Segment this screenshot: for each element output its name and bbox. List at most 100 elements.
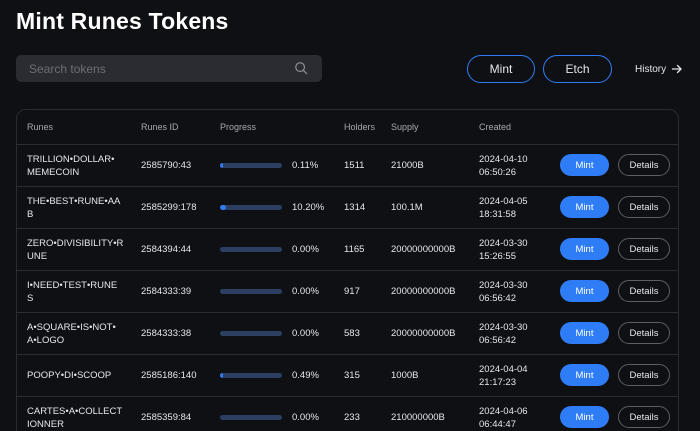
- table-row: I•NEED•TEST•RUNE S 2584333:39 0.00% 917 20000…: [17, 271, 678, 313]
- created-timestamp: 2024-03-30 06:56:42: [479, 322, 528, 347]
- created-timestamp: 2024-03-30 06:56:42: [479, 280, 528, 305]
- progress-percent: 0.00%: [292, 328, 319, 339]
- mint-tab-button[interactable]: Mint: [467, 55, 535, 83]
- rune-name-line: I•NEED•TEST•RUNE: [27, 280, 118, 291]
- row-mint-button[interactable]: Mint: [560, 196, 609, 218]
- supply-value: 20000000000B: [391, 328, 456, 339]
- rune-name: I•NEED•TEST•RUNE S: [27, 280, 129, 305]
- supply-value: 100.1M: [391, 202, 423, 213]
- row-mint-button[interactable]: Mint: [560, 154, 609, 176]
- row-details-button[interactable]: Details: [618, 322, 670, 344]
- column-header-holders: Holders: [344, 122, 376, 132]
- rune-name: A•SQUARE•IS•NOT• A•LOGO: [27, 322, 129, 347]
- created-line: 2024-03-30: [479, 280, 528, 291]
- rune-name-line: TRILLION•DOLLAR•: [27, 154, 115, 165]
- created-timestamp: 2024-03-30 15:26:55: [479, 238, 528, 263]
- progress-percent: 0.11%: [292, 160, 319, 171]
- supply-value: 20000000000B: [391, 244, 456, 255]
- history-link[interactable]: History: [635, 60, 683, 78]
- supply-value: 20000000000B: [391, 286, 456, 297]
- rune-name-line: UNE: [27, 250, 48, 262]
- created-line: 2024-04-06: [479, 406, 528, 417]
- created-line: 06:56:42: [479, 292, 516, 304]
- rune-name-line: POOPY•DI•SCOOP: [27, 370, 112, 381]
- created-line: 2024-04-04: [479, 364, 528, 375]
- progress-bar: [220, 331, 282, 336]
- row-details-button[interactable]: Details: [618, 154, 670, 176]
- progress-bar: [220, 205, 282, 210]
- created-line: 2024-04-05: [479, 196, 528, 207]
- row-details-button[interactable]: Details: [618, 280, 670, 302]
- progress-percent: 0.49%: [292, 370, 319, 381]
- column-header-progress: Progress: [220, 122, 257, 132]
- search-input[interactable]: [16, 55, 286, 82]
- rune-id: 2584394:44: [141, 244, 192, 255]
- supply-value: 21000B: [391, 160, 424, 171]
- progress-percent: 0.00%: [292, 286, 319, 297]
- rune-name-line: A•LOGO: [27, 334, 65, 346]
- created-timestamp: 2024-04-10 06:50:26: [479, 154, 528, 179]
- holders-count: 1511: [344, 160, 365, 171]
- row-details-button[interactable]: Details: [618, 406, 670, 428]
- created-line: 2024-04-10: [479, 154, 528, 165]
- progress-percent: 10.20%: [292, 202, 325, 213]
- created-line: 21:17:23: [479, 376, 516, 388]
- rune-name: ZERO•DIVISIBILITY•R UNE: [27, 238, 129, 263]
- etch-tab-button[interactable]: Etch: [543, 55, 612, 83]
- progress-bar-fill: [220, 373, 224, 378]
- rune-name-line: THE•BEST•RUNE•AA: [27, 196, 121, 207]
- search-box[interactable]: [16, 55, 322, 82]
- column-header-supply: Supply: [391, 122, 419, 132]
- arrow-right-icon: [671, 64, 682, 74]
- row-mint-button[interactable]: Mint: [560, 280, 609, 302]
- table-row: ZERO•DIVISIBILITY•R UNE 2584394:44 0.00% 116…: [17, 229, 678, 271]
- history-label: History: [635, 63, 667, 75]
- rune-id: 2584333:38: [141, 328, 192, 339]
- rune-name-line: A•SQUARE•IS•NOT•: [27, 322, 116, 333]
- table-row: TRILLION•DOLLAR• MEMECOIN 2585790:43 0.11% 1…: [17, 145, 678, 187]
- progress-bar: [220, 247, 282, 252]
- progress-bar-fill: [220, 163, 224, 168]
- supply-value: 210000000B: [391, 412, 445, 423]
- created-timestamp: 2024-04-04 21:17:23: [479, 364, 528, 389]
- rune-name-line: CARTES•A•COLLECT: [27, 406, 123, 417]
- row-mint-button[interactable]: Mint: [560, 238, 609, 260]
- row-mint-button[interactable]: Mint: [560, 364, 609, 386]
- created-line: 2024-03-30: [479, 322, 528, 333]
- row-mint-button[interactable]: Mint: [560, 322, 609, 344]
- rune-name-line: IONNER: [27, 418, 64, 430]
- rune-id: 2585186:140: [141, 370, 197, 381]
- created-line: 06:50:26: [479, 166, 516, 178]
- created-timestamp: 2024-04-05 18:31:58: [479, 196, 528, 221]
- rune-id: 2584333:39: [141, 286, 192, 297]
- created-line: 06:44:47: [479, 418, 516, 430]
- created-line: 18:31:58: [479, 208, 516, 220]
- tokens-table: Runes Runes ID Progress Holders Supply C…: [16, 109, 679, 431]
- progress-bar: [220, 415, 282, 420]
- row-details-button[interactable]: Details: [618, 364, 670, 386]
- holders-count: 1165: [344, 244, 365, 255]
- holders-count: 233: [344, 412, 360, 423]
- row-mint-button[interactable]: Mint: [560, 406, 609, 428]
- created-timestamp: 2024-04-06 06:44:47: [479, 406, 528, 431]
- table-row: A•SQUARE•IS•NOT• A•LOGO 2584333:38 0.00% 583…: [17, 313, 678, 355]
- rune-id: 2585359:84: [141, 412, 192, 423]
- table-header: Runes Runes ID Progress Holders Supply C…: [17, 110, 678, 145]
- rune-name: CARTES•A•COLLECT IONNER: [27, 406, 129, 431]
- holders-count: 917: [344, 286, 360, 297]
- created-line: 15:26:55: [479, 250, 516, 262]
- holders-count: 1314: [344, 202, 366, 213]
- column-header-created: Created: [479, 122, 512, 132]
- row-details-button[interactable]: Details: [618, 238, 670, 260]
- supply-value: 1000B: [391, 370, 419, 381]
- column-header-runes-id: Runes ID: [141, 122, 179, 132]
- progress-bar: [220, 373, 282, 378]
- row-details-button[interactable]: Details: [618, 196, 670, 218]
- rune-name-line: S: [27, 292, 34, 304]
- page-title: Mint Runes Tokens: [16, 8, 229, 34]
- rune-id: 2585299:178: [141, 202, 197, 213]
- table-row: POOPY•DI•SCOOP 2585186:140 0.49% 315 1000B 20…: [17, 355, 678, 397]
- holders-count: 583: [344, 328, 360, 339]
- search-icon[interactable]: [294, 61, 308, 75]
- progress-percent: 0.00%: [292, 244, 319, 255]
